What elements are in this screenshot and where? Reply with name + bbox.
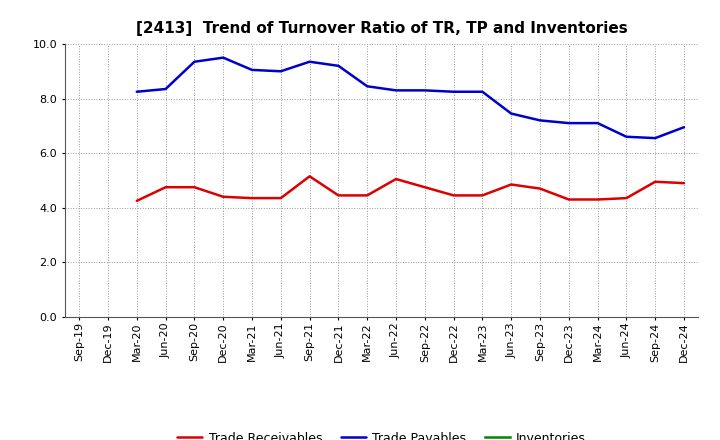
Trade Receivables xyxy=(536,186,544,191)
Trade Payables xyxy=(449,89,458,94)
Trade Receivables xyxy=(305,174,314,179)
Trade Payables xyxy=(190,59,199,64)
Title: [2413]  Trend of Turnover Ratio of TR, TP and Inventories: [2413] Trend of Turnover Ratio of TR, TP… xyxy=(136,21,627,36)
Trade Receivables xyxy=(593,197,602,202)
Trade Payables xyxy=(507,111,516,116)
Trade Payables xyxy=(161,86,170,92)
Trade Payables xyxy=(622,134,631,139)
Trade Receivables xyxy=(392,176,400,182)
Trade Receivables xyxy=(190,185,199,190)
Trade Receivables xyxy=(334,193,343,198)
Trade Payables xyxy=(651,136,660,141)
Trade Payables xyxy=(363,84,372,89)
Trade Receivables xyxy=(651,179,660,184)
Trade Receivables xyxy=(420,185,429,190)
Trade Receivables xyxy=(276,195,285,201)
Legend: Trade Receivables, Trade Payables, Inventories: Trade Receivables, Trade Payables, Inven… xyxy=(172,427,591,440)
Trade Receivables xyxy=(680,180,688,186)
Trade Payables xyxy=(305,59,314,64)
Trade Receivables xyxy=(248,195,256,201)
Trade Payables xyxy=(334,63,343,69)
Trade Payables xyxy=(420,88,429,93)
Trade Receivables xyxy=(132,198,141,203)
Trade Payables xyxy=(680,125,688,130)
Trade Payables xyxy=(392,88,400,93)
Trade Receivables xyxy=(507,182,516,187)
Trade Receivables xyxy=(363,193,372,198)
Trade Payables xyxy=(219,55,228,60)
Trade Receivables xyxy=(219,194,228,199)
Trade Receivables xyxy=(564,197,573,202)
Trade Payables xyxy=(478,89,487,94)
Trade Payables xyxy=(564,121,573,126)
Trade Payables xyxy=(276,69,285,74)
Trade Payables xyxy=(132,89,141,94)
Trade Receivables xyxy=(622,195,631,201)
Trade Receivables xyxy=(161,185,170,190)
Trade Payables xyxy=(248,67,256,73)
Trade Receivables xyxy=(449,193,458,198)
Line: Trade Payables: Trade Payables xyxy=(137,58,684,138)
Line: Trade Receivables: Trade Receivables xyxy=(137,176,684,201)
Trade Payables xyxy=(593,121,602,126)
Trade Receivables xyxy=(478,193,487,198)
Trade Payables xyxy=(536,118,544,123)
